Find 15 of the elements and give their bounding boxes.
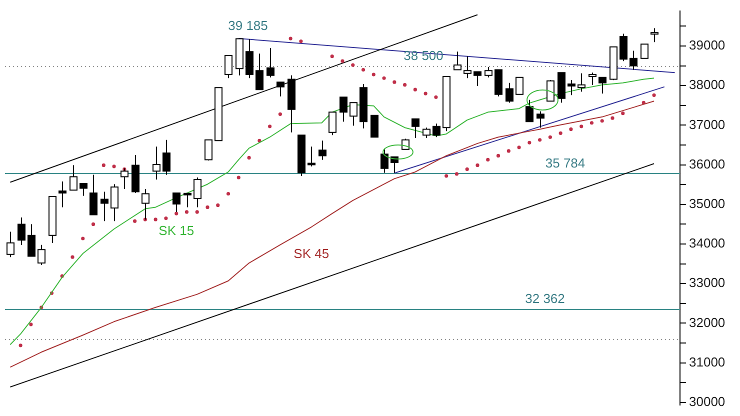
y-tick-label: 33000 [689, 275, 726, 290]
series-label: SK 45 [294, 246, 330, 262]
series-label: SK 15 [158, 222, 194, 238]
y-tick-label: 32000 [689, 314, 726, 330]
annotation: 39 185 [228, 18, 268, 33]
y-tick-label: 39000 [689, 38, 726, 53]
y-tick-label: 31000 [689, 354, 726, 370]
y-tick-label: 37000 [689, 116, 726, 132]
y-tick-label: 35000 [689, 196, 726, 212]
ref-line-label: 32 362 [525, 290, 565, 306]
y-tick-label: 38000 [689, 77, 726, 92]
ref-line-label: 35 784 [545, 155, 586, 170]
y-tick-label: 36000 [689, 156, 726, 172]
y-tick-label: 34000 [689, 236, 726, 251]
y-tick-label: 30000 [689, 394, 726, 410]
